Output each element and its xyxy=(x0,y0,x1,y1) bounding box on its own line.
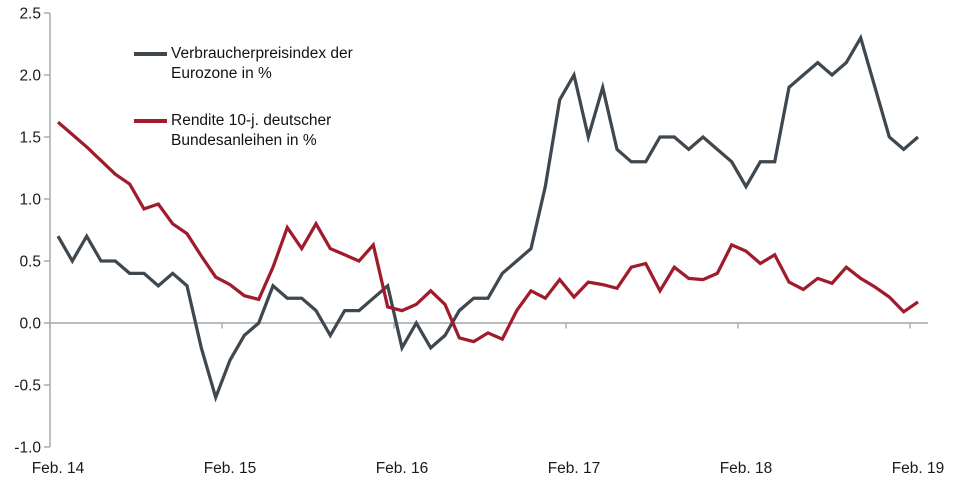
legend-label-bund: Rendite 10-j. deutscher Bundesanleihen i… xyxy=(171,112,332,149)
x-axis-tick-label: Feb. 14 xyxy=(32,460,85,477)
x-axis-tick-label: Feb. 15 xyxy=(204,460,257,477)
x-axis-tick-label: Feb. 18 xyxy=(720,460,773,477)
legend-item-cpi: Verbraucherpreisindex der Eurozone in % xyxy=(134,44,394,84)
y-axis-tick-label: 0.5 xyxy=(19,254,41,271)
legend-label-cpi: Verbraucherpreisindex der Eurozone in % xyxy=(171,45,353,82)
legend-swatch-cpi-line xyxy=(134,52,167,56)
bund-yield-line xyxy=(56,120,919,344)
y-axis-tick-label: 1.0 xyxy=(19,192,41,209)
cpi-eurozone-line xyxy=(56,33,920,403)
legend-item-bund: Rendite 10-j. deutscher Bundesanleihen i… xyxy=(134,111,394,151)
x-axis-tick-label: Feb. 16 xyxy=(376,460,429,477)
y-axis-tick-label: 1.5 xyxy=(19,130,41,147)
y-axis-tick-label: 2.5 xyxy=(19,6,41,23)
y-axis-tick-label: 0.0 xyxy=(19,316,41,333)
y-axis-tick-label: -0.5 xyxy=(14,378,41,395)
chart-legend: Verbraucherpreisindex der Eurozone in % … xyxy=(134,44,394,178)
x-axis-tick-label: Feb. 17 xyxy=(548,460,601,477)
x-axis-tick-label: Feb. 19 xyxy=(892,460,945,477)
y-axis-tick-label: 2.0 xyxy=(19,68,41,85)
legend-swatch-bund-line xyxy=(134,119,167,123)
y-axis-tick-label: -1.0 xyxy=(14,440,41,457)
